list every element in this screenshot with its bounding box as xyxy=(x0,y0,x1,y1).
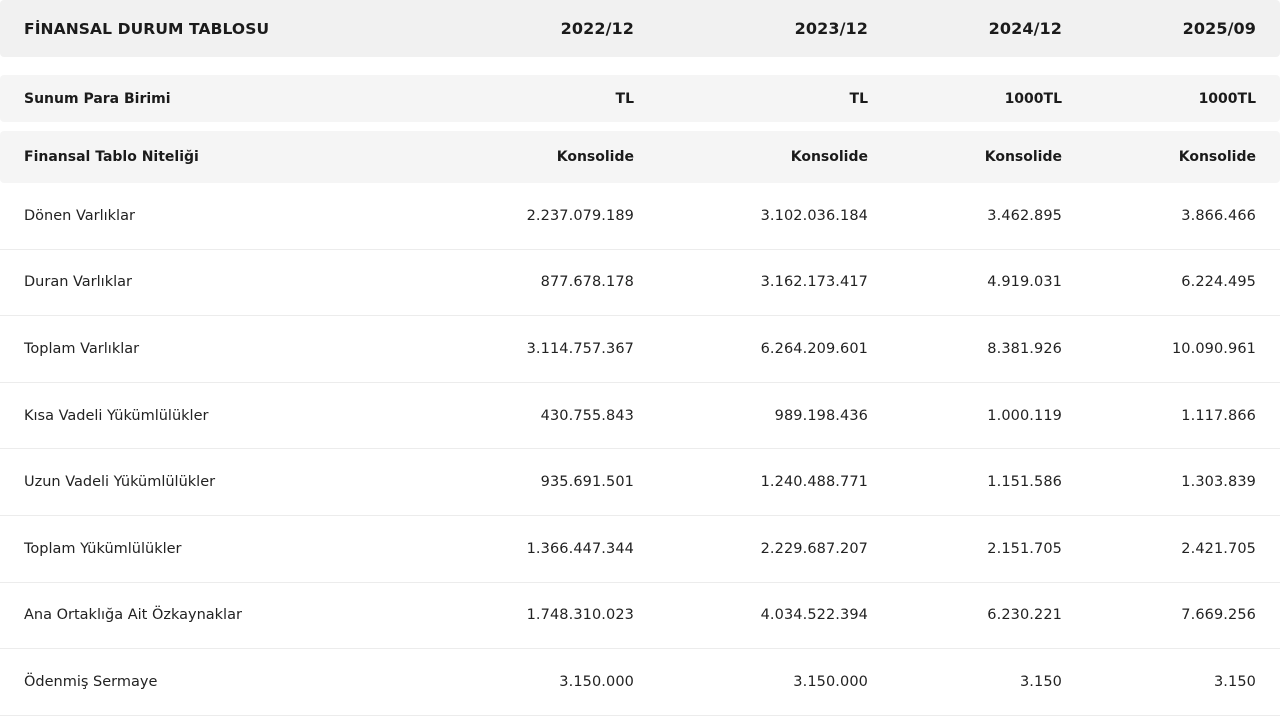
row-value: 3.462.895 xyxy=(987,207,1062,224)
row-value: 1.303.839 xyxy=(1181,474,1256,491)
row-value: Konsolide xyxy=(984,149,1062,165)
table-row: Kısa Vadeli Yükümlülükler 430.755.843 98… xyxy=(0,383,1280,450)
row-value: 4.919.031 xyxy=(987,274,1062,291)
row-value: 1.000.119 xyxy=(987,407,1062,424)
table-row: Ana Ortaklığa Ait Özkaynaklar 1.748.310.… xyxy=(0,583,1280,650)
currency-row: Sunum Para Birimi TL TL 1000TL 1000TL xyxy=(0,75,1280,122)
row-value: 1000TL xyxy=(1198,90,1256,107)
row-value: 4.034.522.394 xyxy=(760,607,868,624)
row-value: 3.102.036.184 xyxy=(760,207,868,224)
row-value: 877.678.178 xyxy=(540,274,634,291)
table-row: Toplam Varlıklar 3.114.757.367 6.264.209… xyxy=(0,316,1280,383)
row-value: 1000TL xyxy=(1004,90,1062,107)
row-label: Uzun Vadeli Yükümlülükler xyxy=(24,474,216,491)
period-header[interactable]: 2023/12 xyxy=(794,19,868,38)
row-value: 6.224.495 xyxy=(1181,274,1256,291)
row-value: 935.691.501 xyxy=(540,474,634,491)
table-title: FİNANSAL DURUM TABLOSU xyxy=(24,19,270,38)
row-value: 8.381.926 xyxy=(987,340,1062,357)
row-value: 3.162.173.417 xyxy=(760,274,868,291)
row-value: 3.866.466 xyxy=(1181,207,1256,224)
row-label: Sunum Para Birimi xyxy=(24,90,171,107)
row-value: Konsolide xyxy=(556,149,634,165)
row-label: Dönen Varlıklar xyxy=(24,207,135,224)
row-value: 2.421.705 xyxy=(1181,540,1256,557)
row-label: Duran Varlıklar xyxy=(24,274,132,291)
table-header: FİNANSAL DURUM TABLOSU 2022/12 2023/12 2… xyxy=(0,0,1280,57)
row-value: 989.198.436 xyxy=(774,407,868,424)
row-value: 6.230.221 xyxy=(987,607,1062,624)
row-value: 3.114.757.367 xyxy=(526,340,634,357)
row-value: 1.240.488.771 xyxy=(760,474,868,491)
row-label: Ana Ortaklığa Ait Özkaynaklar xyxy=(24,607,242,624)
row-value: Konsolide xyxy=(1178,149,1256,165)
row-label: Kısa Vadeli Yükümlülükler xyxy=(24,407,209,424)
row-value: TL xyxy=(849,90,868,107)
row-value: 430.755.843 xyxy=(540,407,634,424)
row-value: 6.264.209.601 xyxy=(760,340,868,357)
row-value: 10.090.961 xyxy=(1171,340,1256,357)
row-value: 1.366.447.344 xyxy=(526,540,634,557)
row-value: 1.748.310.023 xyxy=(526,607,634,624)
row-value: 1.117.866 xyxy=(1181,407,1256,424)
period-header[interactable]: 2022/12 xyxy=(560,19,634,38)
row-label: Toplam Varlıklar xyxy=(24,340,140,357)
table-row: Uzun Vadeli Yükümlülükler 935.691.501 1.… xyxy=(0,449,1280,516)
row-label: Toplam Yükümlülükler xyxy=(24,540,182,557)
table-row: Duran Varlıklar 877.678.178 3.162.173.41… xyxy=(0,250,1280,317)
row-value: 3.150 xyxy=(1213,673,1256,690)
row-value: TL xyxy=(615,90,634,107)
row-value: 3.150.000 xyxy=(793,673,868,690)
row-value: 1.151.586 xyxy=(987,474,1062,491)
row-value: Konsolide xyxy=(790,149,868,165)
row-value: 2.229.687.207 xyxy=(760,540,868,557)
row-value: 3.150 xyxy=(1019,673,1062,690)
row-value: 2.237.079.189 xyxy=(526,207,634,224)
table-row: Ödenmiş Sermaye 3.150.000 3.150.000 3.15… xyxy=(0,649,1280,716)
row-label: Ödenmiş Sermaye xyxy=(24,673,158,690)
row-value: 2.151.705 xyxy=(987,540,1062,557)
row-value: 3.150.000 xyxy=(559,673,634,690)
table-row: Dönen Varlıklar 2.237.079.189 3.102.036.… xyxy=(0,183,1280,250)
table-row: Toplam Yükümlülükler 1.366.447.344 2.229… xyxy=(0,516,1280,583)
period-header[interactable]: 2025/09 xyxy=(1182,19,1256,38)
statement-type-row: Finansal Tablo Niteliği Konsolide Konsol… xyxy=(0,131,1280,183)
period-header[interactable]: 2024/12 xyxy=(988,19,1062,38)
row-value: 7.669.256 xyxy=(1181,607,1256,624)
row-label: Finansal Tablo Niteliği xyxy=(24,149,199,165)
